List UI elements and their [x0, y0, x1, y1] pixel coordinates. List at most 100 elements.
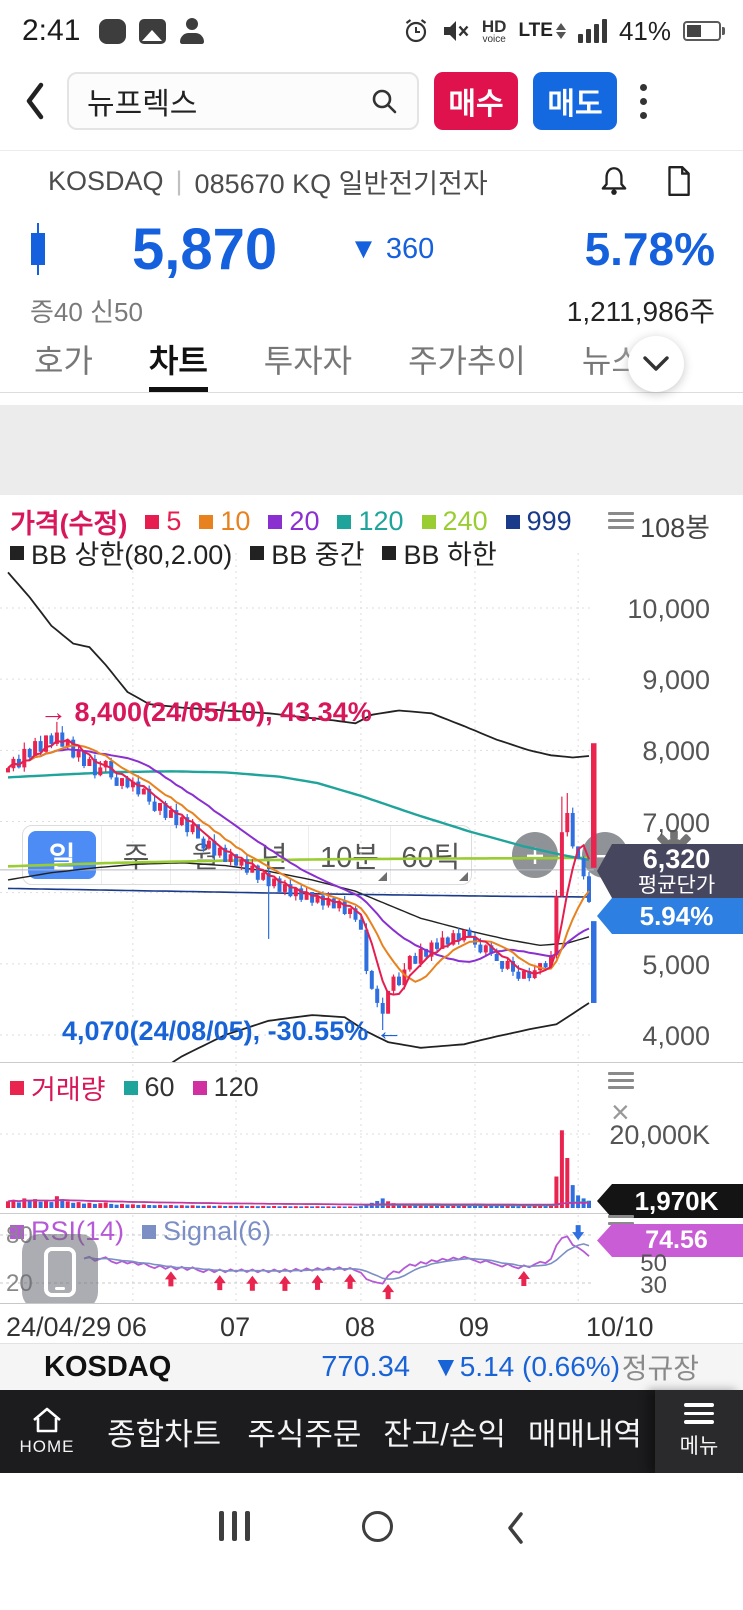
legend-ma-10-swatch	[199, 514, 214, 529]
period-week[interactable]: 주	[101, 826, 170, 884]
sell-button[interactable]: 매도	[533, 72, 617, 130]
margin-flags: 증40 신50	[30, 296, 143, 327]
alarm-icon	[405, 19, 427, 43]
tab-investors[interactable]: 투자자	[263, 342, 353, 379]
chevron-down-icon	[643, 356, 669, 371]
legend-bb-2: BB 하한	[382, 533, 497, 572]
volume-axis-label: 20,000K	[609, 1120, 710, 1150]
x-axis: 24/04/29 06 07 08 09 10/10	[0, 1303, 743, 1343]
search-value: 뉴프렉스	[87, 88, 198, 121]
legend-ma-5: 5	[145, 506, 181, 537]
nav-stock-order[interactable]: 주식주문	[247, 1417, 362, 1452]
mini-candle-icon	[31, 223, 45, 275]
status-right: HD voice LTE 41%	[402, 16, 725, 47]
back-chevron-icon	[26, 82, 44, 120]
x-axis-label: 08	[344, 1312, 375, 1342]
header-divider	[0, 150, 743, 151]
low-annotation: 4,070(24/08/05), -30.55% ←	[62, 1016, 403, 1046]
legend-ma-20-swatch	[268, 514, 283, 529]
menu-hamburger-icon	[684, 1403, 714, 1424]
legend-rsi-1-swatch	[142, 1224, 157, 1239]
x-axis-label: 10/10	[586, 1312, 654, 1342]
separator: |	[175, 165, 183, 196]
market-index-bar: KOSDAQ 770.34 ▼5.14 (0.66%) 정규장	[0, 1343, 743, 1390]
index-change: ▼5.14 (0.66%)	[432, 1351, 621, 1382]
high-annotation: → 8,400(24/05/10), 43.34%	[40, 697, 372, 727]
legend-rsi-1: Signal(6)	[142, 1216, 271, 1247]
android-navigation-bar	[0, 1473, 743, 1610]
search-icon[interactable]	[369, 86, 399, 116]
stock-code: 085670 KQ 일반전기전자	[194, 168, 488, 199]
nav-composite-chart[interactable]: 종합차트	[107, 1417, 222, 1452]
bar-count-label: 108봉	[640, 513, 710, 543]
legend-bb-0-swatch	[10, 545, 24, 560]
person-notification-icon	[179, 18, 205, 44]
price-row: 5,870 ▼ 360 5.78%	[0, 205, 743, 293]
x-axis-label: 09	[458, 1312, 490, 1342]
nav-trade-history[interactable]: 매매내역	[527, 1417, 642, 1452]
legend-vol-2-swatch	[192, 1080, 207, 1095]
mute-icon	[443, 21, 469, 41]
current-price: 5,870	[132, 216, 278, 282]
volume-panel-handle-icon[interactable]	[608, 1072, 634, 1089]
price-chart-canvas[interactable]	[0, 495, 743, 1062]
period-toolbar: 일 주 월 년 10분 60틱 + −	[0, 405, 743, 885]
price-legend-title: 가격(수정)	[10, 509, 128, 539]
overflow-menu-icon[interactable]	[640, 83, 647, 119]
kakaotalk-notification-icon	[99, 18, 127, 44]
bollinger-legend: BB 상한(80,2.00) BB 중간 BB 하한	[10, 533, 497, 572]
price-sub-row: 증40 신50 1,211,986주	[0, 293, 743, 327]
android-home-icon[interactable]	[361, 1511, 393, 1542]
floating-phone-widget[interactable]	[22, 1234, 98, 1310]
rsi-axis-30: 30	[640, 1272, 667, 1299]
gallery-notification-icon	[139, 18, 167, 44]
nav-balance-pl[interactable]: 잔고/손익	[383, 1417, 506, 1452]
nav-menu[interactable]: 메뉴	[655, 1390, 743, 1473]
tab-price-trend[interactable]: 주가추이	[408, 342, 526, 379]
hd-voice-icon: HD voice	[481, 16, 507, 45]
legend-vol-0-swatch	[10, 1080, 24, 1095]
legend-ma-10: 10	[199, 506, 250, 537]
stock-info-row: KOSDAQ | 085670 KQ 일반전기전자	[0, 158, 743, 204]
legend-vol-0: 거래량	[10, 1068, 106, 1107]
price-change: ▼ 360	[349, 232, 435, 265]
expand-tabs-button[interactable]	[628, 336, 684, 392]
legend-ma-20: 20	[268, 506, 319, 537]
buy-button[interactable]: 매수	[434, 72, 518, 130]
back-button[interactable]	[18, 81, 52, 121]
legend-bb-1: BB 중간	[250, 533, 364, 572]
home-icon	[33, 1407, 61, 1433]
legend-vol-1: 60	[123, 1072, 175, 1103]
legend-bb-0: BB 상한(80,2.00)	[10, 533, 232, 572]
tab-orderbook[interactable]: 호가	[34, 342, 93, 379]
recents-icon[interactable]	[218, 1511, 250, 1610]
status-bar: 2:41 HD voice LTE 41%	[0, 0, 743, 62]
index-name: KOSDAQ	[44, 1350, 172, 1383]
price-legend: 가격(수정) 5 10 20 120 240 999	[10, 502, 572, 541]
legend-ma-240: 240	[421, 506, 488, 537]
volume-chart-canvas[interactable]	[0, 1062, 743, 1213]
volume-legend: 거래량 60 120	[10, 1068, 259, 1107]
close-panel-icon[interactable]: ×	[611, 1094, 630, 1130]
legend-bb-2-swatch	[382, 545, 397, 560]
index-value: 770.34	[321, 1350, 410, 1383]
document-icon[interactable]	[661, 164, 695, 198]
stock-search-input[interactable]: 뉴프렉스	[67, 72, 419, 130]
nav-home[interactable]: HOME	[0, 1390, 94, 1473]
legend-bb-1-swatch	[250, 545, 265, 560]
android-back-icon[interactable]	[505, 1511, 525, 1545]
x-axis-label: 24/04/29	[6, 1312, 112, 1342]
rsi-value-badge: 74.56	[597, 1224, 743, 1257]
legend-vol-2: 120	[192, 1072, 259, 1103]
lte-icon: LTE	[518, 20, 566, 42]
price-change-percent: 5.78%	[584, 223, 715, 275]
legend-vol-1-swatch	[123, 1080, 138, 1095]
tab-chart[interactable]: 차트	[148, 330, 208, 392]
period-tabs: 일 주 월 년 10분 60틱	[22, 825, 472, 885]
status-left: 2:41	[22, 14, 205, 48]
legend-ma-5-swatch	[145, 514, 160, 529]
price-panel-handle-icon[interactable]	[608, 512, 634, 529]
alert-bell-icon[interactable]	[597, 164, 631, 198]
phone-icon	[44, 1247, 76, 1297]
